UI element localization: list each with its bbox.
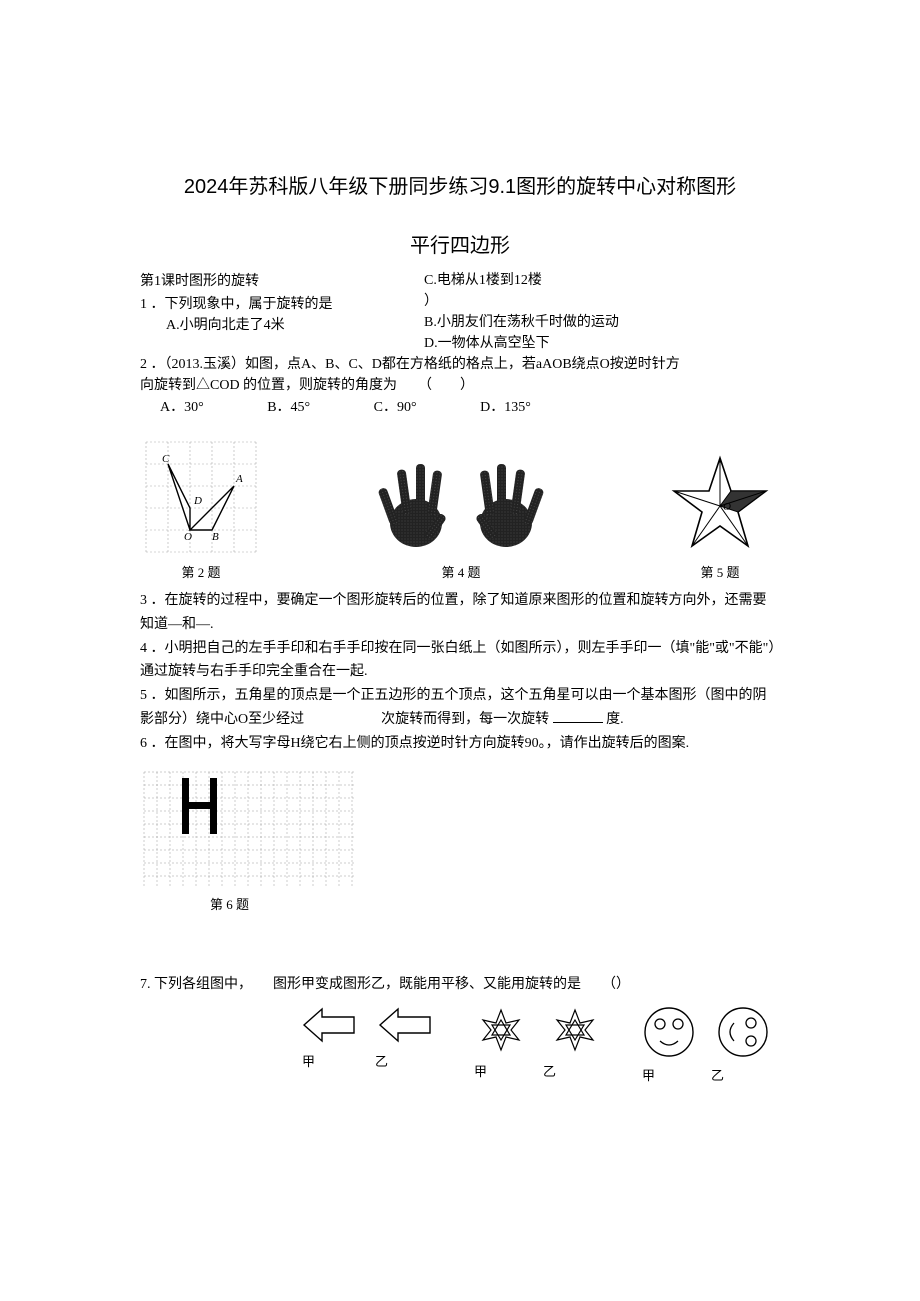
svg-text:C: C [162, 453, 170, 465]
svg-text:D: D [193, 495, 202, 507]
q2-stem1: ．（2013.玉溪）如图，点A、B、C、D都在方格纸的格点上，若aAOB绕点O按… [151, 357, 680, 372]
q7-c-jia: 甲 [474, 1061, 487, 1080]
q1-optB: B.小朋友们在荡秋千时做的运动 [424, 312, 724, 333]
q1-optD: D.一物体从高空坠下 [424, 333, 724, 354]
fig5-label: 第 5 题 [660, 562, 780, 581]
q7-b-jia: 甲 [302, 1051, 315, 1070]
figure-6: 第 6 题 [140, 768, 780, 913]
q4-text: ．小明把自己的左手手印和右手手印按在同一张白纸上（如图所示），则左手手印一（填"… [140, 641, 775, 680]
fig4-label: 第 4 题 [371, 562, 551, 581]
q7-option-faces: 甲 乙 [642, 1005, 770, 1084]
q2-stem2: 向旋转到△COD 的位置，则旋转的角度为 （ ） [140, 375, 780, 396]
q1-optA: A.小明向北走了4米 [140, 315, 420, 336]
q2-optD: D．135° [480, 396, 531, 416]
q2-num: 2 [140, 357, 147, 372]
fig6-label: 第 6 题 [140, 894, 780, 913]
q7-d-yi: 乙 [711, 1065, 724, 1084]
q7-option-stars: 甲 乙 [474, 1005, 602, 1084]
q5-blank2 [553, 709, 603, 723]
q4-num: 4 [140, 641, 147, 656]
q3-text: ．在旋转的过程中，要确定一个图形旋转后的位置，除了知道原来图形的位置和旋转方向外… [140, 593, 767, 632]
svg-text:O: O [723, 501, 731, 513]
figure-4: 第 4 题 [371, 448, 551, 581]
q5-num: 5 [140, 688, 147, 703]
q7-option-arrows: 甲 乙 [302, 1005, 434, 1084]
q1-num: 1 [140, 297, 147, 312]
q1-stem: ．下列现象中，属于旋转的是 [151, 297, 333, 312]
q1-optC: C.电梯从1楼到12楼 [424, 270, 724, 291]
q5-blank1 [308, 712, 378, 727]
sub-title: 平行四边形 [140, 229, 780, 258]
q1-paren: ） [424, 291, 724, 312]
q7-c-yi: 乙 [543, 1061, 556, 1080]
svg-text:A: A [235, 473, 243, 485]
q6-text: ．在图中，将大写字母H绕它右上侧的顶点按逆时针方向旋转90。，请作出旋转后的图案… [151, 736, 690, 751]
q2-optB: B．45° [267, 396, 310, 416]
svg-text:B: B [212, 531, 219, 543]
q5-text-b: 次旋转而得到，每一次旋转 [381, 712, 549, 727]
figure-5: O 第 5 题 [660, 448, 780, 581]
q6-num: 6 [140, 736, 147, 751]
q7-text: 下列各组图中， 图形甲变成图形乙，既能用平移、又能用旋转的是 （） [154, 977, 630, 992]
section-label-1: 第1课时图形的旋转 [140, 270, 420, 290]
q7-d-jia: 甲 [642, 1065, 655, 1084]
svg-text:O: O [184, 531, 192, 543]
q2-optC: C．90° [374, 396, 417, 416]
q5-text-c: 度. [606, 712, 624, 727]
q3-num: 3 [140, 593, 147, 608]
main-title: 2024年苏科版八年级下册同步练习9.1图形的旋转中心对称图形 [140, 170, 780, 199]
q2-optA: A．30° [160, 396, 204, 416]
q7-b-yi: 乙 [375, 1051, 388, 1070]
q7-num: 7. [140, 977, 151, 992]
fig2-label: 第 2 题 [140, 562, 262, 581]
figure-2: O B A C D 第 2 题 [140, 436, 262, 581]
